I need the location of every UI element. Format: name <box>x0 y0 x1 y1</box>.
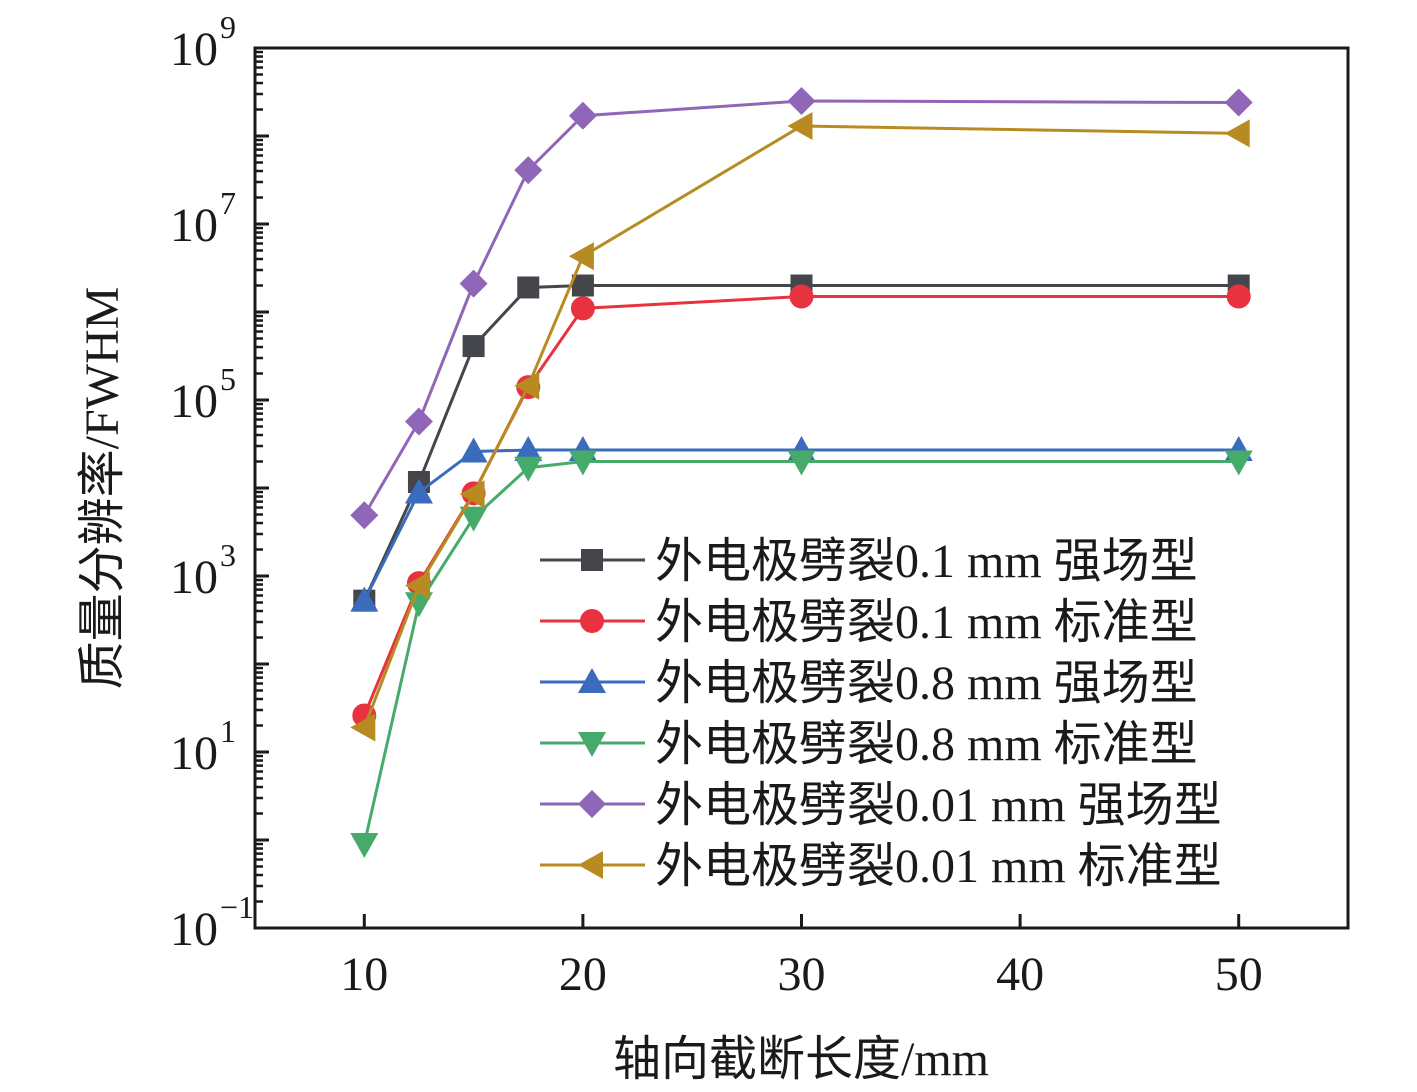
circle-marker <box>1226 284 1251 309</box>
square-marker <box>581 549 603 571</box>
legend-label: 外电极劈裂0.01 mm 标准型 <box>655 840 1222 893</box>
diamond-marker <box>514 156 543 185</box>
series-layer <box>350 86 1253 859</box>
legend-item: 外电极劈裂0.1 mm 强场型 <box>540 535 1198 588</box>
triangle-up-marker <box>578 668 606 693</box>
triangle-down-marker <box>578 732 606 757</box>
series-5 <box>350 111 1250 742</box>
y-tick-label: 10 <box>170 375 218 428</box>
x-tick-labels: 10 20 30 40 50 <box>340 948 1262 1001</box>
plot-frame <box>253 46 1350 930</box>
y-tick-exponent: 9 <box>220 9 236 45</box>
triangle-down-marker <box>1224 450 1253 476</box>
triangle-up-marker <box>350 586 379 612</box>
legend-item: 外电极劈裂0.01 mm 强场型 <box>540 779 1222 832</box>
y-tick-label: 10 <box>170 903 218 956</box>
x-tick-label: 20 <box>559 948 607 1001</box>
diamond-marker <box>404 407 433 436</box>
diamond-marker <box>787 86 816 115</box>
y-tick-exponent: −1 <box>220 889 254 925</box>
triangle-down-marker <box>350 833 379 859</box>
triangle-left-marker <box>459 480 485 509</box>
triangle-left-marker <box>1224 119 1250 148</box>
triangle-left-marker <box>787 111 813 140</box>
y-tick-label: 10 <box>170 199 218 252</box>
triangle-down-marker <box>568 450 597 476</box>
square-marker <box>571 274 594 297</box>
triangle-left-marker <box>578 851 603 879</box>
triangle-up-marker <box>404 478 433 504</box>
legend-label: 外电极劈裂0.8 mm 强场型 <box>655 657 1198 710</box>
triangle-left-marker <box>404 571 430 600</box>
legend-item: 外电极劈裂0.01 mm 标准型 <box>540 840 1222 893</box>
triangle-up-marker <box>459 437 488 463</box>
legend-item: 外电极劈裂0.1 mm 标准型 <box>540 596 1198 649</box>
circle-marker <box>789 284 814 309</box>
x-tick-label: 10 <box>340 948 388 1001</box>
triangle-up-marker <box>514 436 543 462</box>
triangle-left-marker <box>350 713 376 742</box>
x-tick-label: 40 <box>996 948 1044 1001</box>
triangle-left-marker <box>568 242 594 271</box>
legend-label: 外电极劈裂0.01 mm 强场型 <box>655 779 1222 832</box>
triangle-down-marker <box>514 456 543 482</box>
series-4 <box>350 86 1253 530</box>
y-tick-exponent: 1 <box>220 713 236 749</box>
x-tick-label: 50 <box>1215 948 1263 1001</box>
y-tick-exponent: 7 <box>220 185 236 221</box>
triangle-left-marker <box>514 371 540 400</box>
legend-label: 外电极劈裂0.8 mm 标准型 <box>655 718 1198 771</box>
y-tick-label: 10 <box>170 551 218 604</box>
y-axis-label: 质量分辨率/FWHM <box>76 287 129 690</box>
legend-label: 外电极劈裂0.1 mm 强场型 <box>655 535 1198 588</box>
diamond-marker <box>1224 88 1253 117</box>
x-axis-label: 轴向截断长度/mm <box>613 1033 989 1086</box>
series-3 <box>350 450 1253 859</box>
y-tick-label: 10 <box>170 727 218 780</box>
legend-item: 外电极劈裂0.8 mm 强场型 <box>540 657 1198 710</box>
diamond-marker <box>578 790 606 818</box>
triangle-down-marker <box>459 506 488 532</box>
legend-label: 外电极劈裂0.1 mm 标准型 <box>655 596 1198 649</box>
circle-marker <box>580 609 604 633</box>
y-tick-exponent: 3 <box>220 537 236 573</box>
triangle-down-marker <box>787 450 816 476</box>
square-marker <box>517 276 540 299</box>
diamond-marker <box>459 269 488 298</box>
x-tick-label: 30 <box>778 948 826 1001</box>
circle-marker <box>570 296 595 321</box>
diamond-marker <box>568 101 597 130</box>
triangle-down-marker <box>404 592 433 618</box>
diamond-marker <box>350 501 379 530</box>
square-marker <box>462 335 485 358</box>
y-tick-exponent: 5 <box>220 361 236 397</box>
y-tick-label: 10 <box>170 23 218 76</box>
legend-item: 外电极劈裂0.8 mm 标准型 <box>540 718 1198 771</box>
series-line <box>362 295 1239 717</box>
